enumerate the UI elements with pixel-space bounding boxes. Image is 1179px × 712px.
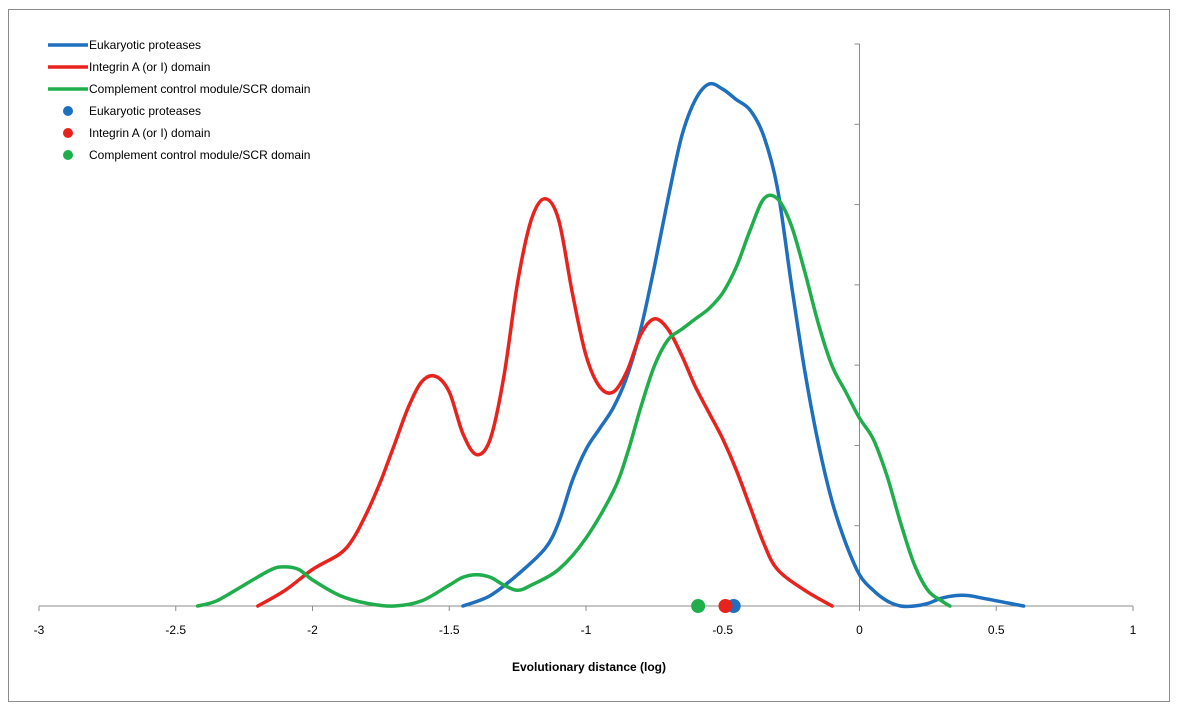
legend-item: Integrin A (or I) domain <box>48 60 210 74</box>
x-tick-label: -1 <box>581 623 592 637</box>
series-point-integrin-a-or-i-domain <box>718 599 733 613</box>
x-tick-label: 0.5 <box>988 623 1005 637</box>
legend-item: Complement control module/SCR domain <box>48 82 310 96</box>
legend-item: Complement control module/SCR domain <box>63 148 310 162</box>
legend-point-swatch <box>63 106 73 116</box>
legend: Eukaryotic proteases Integrin A (or I) do… <box>48 38 310 162</box>
legend-point-swatch <box>63 150 73 160</box>
legend-label: Integrin A (or I) domain <box>89 126 210 140</box>
series-line-integrin-a-or-i-domain <box>256 197 834 608</box>
x-tick-label: -1.5 <box>439 623 460 637</box>
series-line-eukaryotic-proteases <box>461 81 1026 609</box>
legend-item: Eukaryotic proteases <box>63 104 201 118</box>
legend-label: Eukaryotic proteases <box>89 104 201 118</box>
legend-item: Integrin A (or I) domain <box>63 126 210 140</box>
x-tick-label: 0 <box>856 623 863 637</box>
x-tick-label: 1 <box>1130 623 1137 637</box>
legend-label: Complement control module/SCR domain <box>89 82 310 96</box>
x-tick-label: -2 <box>307 623 318 637</box>
x-tick-label: -3 <box>34 623 45 637</box>
x-tick-label: -2.5 <box>165 623 186 637</box>
legend-point-swatch <box>63 128 73 138</box>
x-tick-label: -0.5 <box>712 623 733 637</box>
chart-frame <box>8 9 1170 702</box>
legend-label: Integrin A (or I) domain <box>89 60 210 74</box>
series-point-complement-control-module-scr-domain <box>691 599 706 613</box>
legend-label: Eukaryotic proteases <box>89 38 201 52</box>
legend-label: Complement control module/SCR domain <box>89 148 310 162</box>
series-line-complement-control-module-scr-domain <box>195 193 952 608</box>
series-layer <box>195 81 1026 613</box>
legend-item: Eukaryotic proteases <box>48 38 201 52</box>
x-axis-title: Evolutionary distance (log) <box>512 660 666 674</box>
